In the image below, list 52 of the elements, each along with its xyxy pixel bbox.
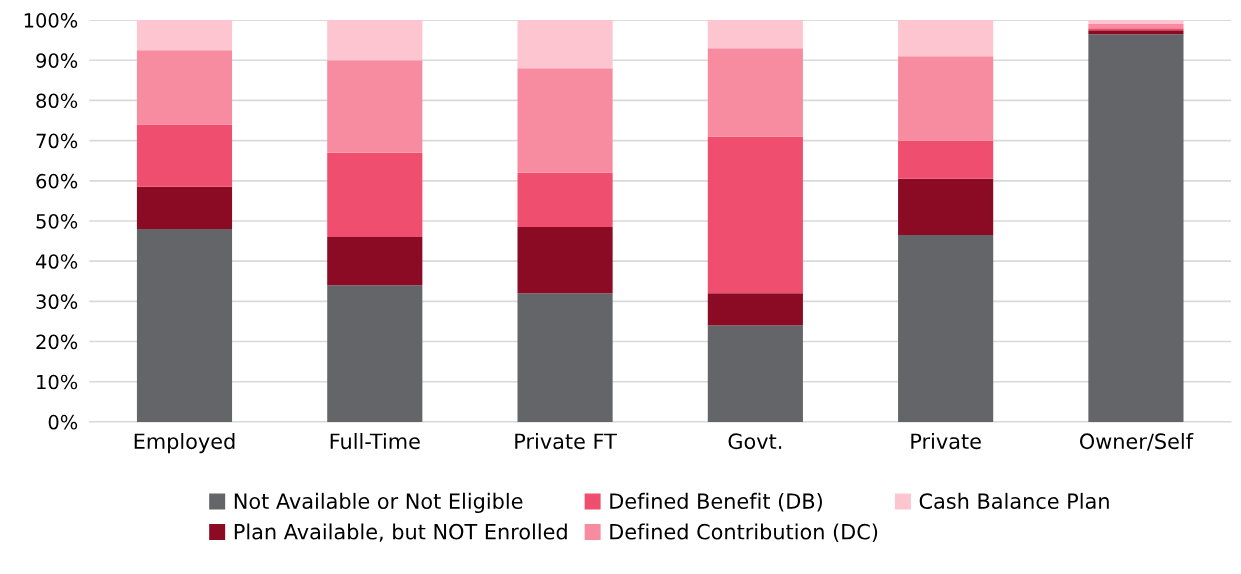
bar <box>898 20 994 57</box>
x-tick-label: Govt. <box>728 433 782 450</box>
y-tick-label: 20% <box>36 334 78 350</box>
y-tick-label: 30% <box>36 294 78 310</box>
bar <box>327 20 423 61</box>
bar <box>707 20 803 49</box>
bar <box>898 140 994 179</box>
bar <box>1088 30 1184 35</box>
bar <box>898 56 994 141</box>
legend-label: Not Available or Not Eligible <box>234 492 523 514</box>
bar <box>327 152 423 238</box>
legend-label: Defined Benefit (DB) <box>610 492 822 512</box>
bar <box>707 293 803 326</box>
bar <box>1088 20 1184 25</box>
bar <box>136 124 233 187</box>
x-tick-label: Private FT <box>515 433 617 450</box>
legend-label: Plan Available, but NOT Enrolled <box>234 523 567 542</box>
bar <box>136 229 233 422</box>
bar <box>517 20 613 69</box>
bar <box>898 178 994 236</box>
bar <box>327 285 423 422</box>
bar <box>707 325 803 422</box>
bar <box>1088 34 1184 422</box>
x-tick-label: Full-Time <box>330 433 420 450</box>
y-tick-label: 80% <box>36 93 78 109</box>
bar <box>898 235 994 422</box>
y-tick-label: 60% <box>36 173 78 189</box>
y-tick-label: 100% <box>24 13 78 28</box>
legend-label: Defined Contribution (DC) <box>610 523 878 543</box>
bar <box>707 136 803 294</box>
y-tick-label: 50% <box>36 213 78 229</box>
y-tick-label: 70% <box>36 133 78 149</box>
bar <box>517 293 613 422</box>
x-tick-label: Owner/Self <box>1079 433 1194 451</box>
bar <box>517 68 613 173</box>
bar <box>517 172 613 228</box>
y-tick-label: 90% <box>36 53 78 68</box>
bar <box>1088 24 1184 29</box>
bar <box>136 20 233 51</box>
bar <box>1088 28 1184 31</box>
bar <box>327 60 423 153</box>
x-tick-label: Employed <box>134 433 235 454</box>
legend-label: Cash Balance Plan <box>919 492 1109 509</box>
bar <box>707 48 803 137</box>
y-tick-label: 0% <box>48 414 78 430</box>
x-tick-label: Private <box>911 433 981 450</box>
bar <box>136 50 233 125</box>
y-tick-label: 10% <box>37 374 78 390</box>
bar <box>136 186 233 230</box>
bar <box>517 227 613 294</box>
y-tick-label: 40% <box>35 254 78 269</box>
bar <box>327 237 423 286</box>
